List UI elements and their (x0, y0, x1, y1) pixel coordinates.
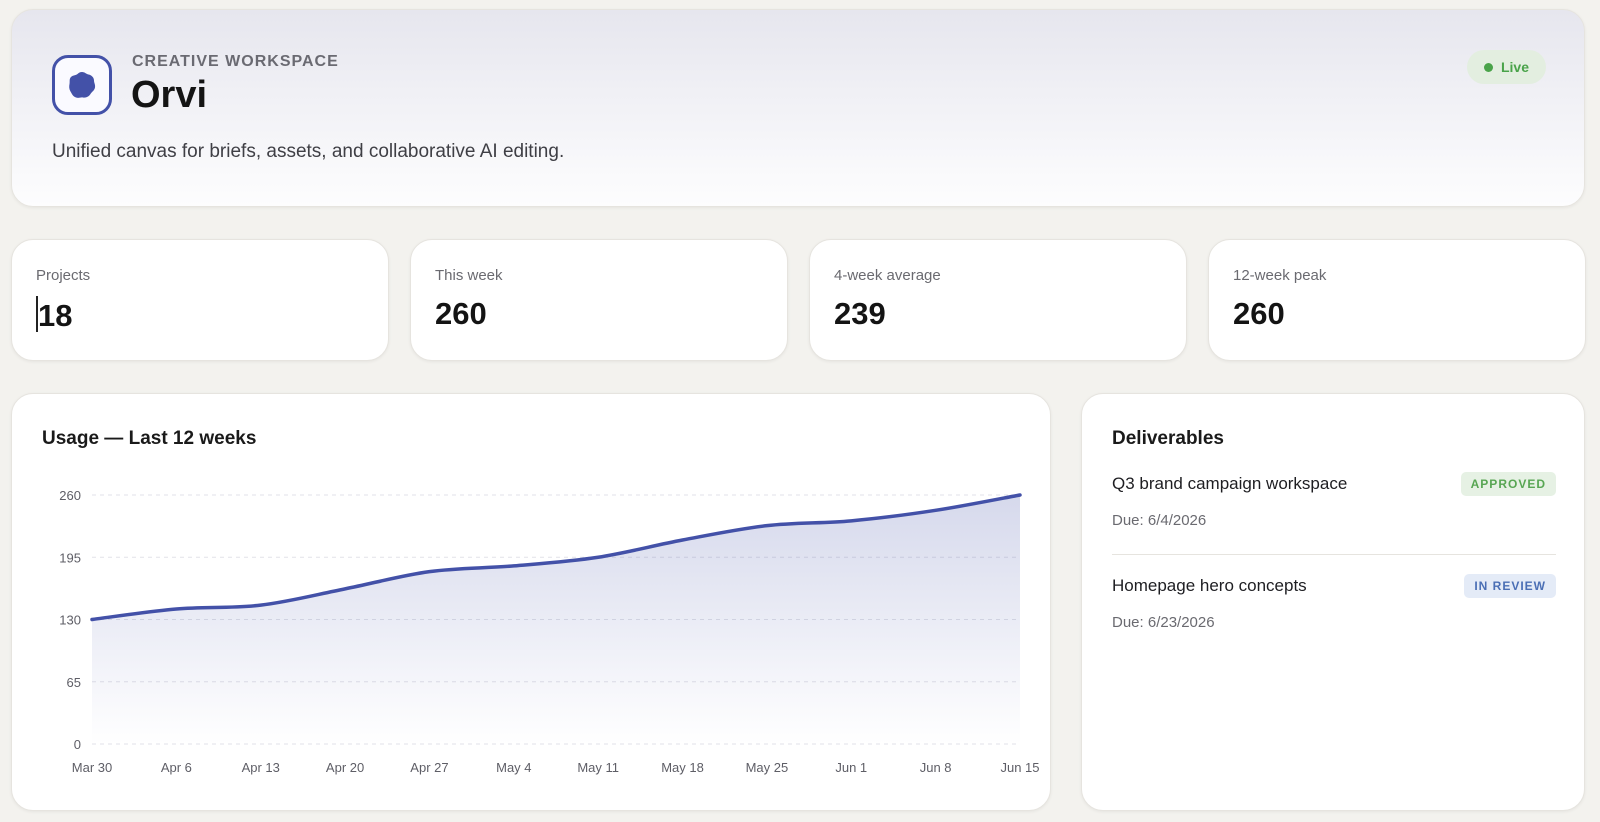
x-tick-label: Mar 30 (72, 760, 112, 775)
y-tick-label: 0 (74, 737, 81, 752)
deliverables-title: Deliverables (1112, 428, 1224, 449)
x-tick-label: May 18 (661, 760, 704, 775)
divider (1112, 554, 1556, 555)
x-tick-label: Apr 6 (161, 760, 192, 775)
data-point (934, 508, 938, 512)
data-point (343, 587, 347, 591)
stat-card-projects: Projects 18 (11, 239, 389, 361)
stat-label: 12-week peak (1233, 267, 1327, 284)
data-point (849, 519, 853, 523)
status-badge-approved: APPROVED (1460, 472, 1556, 496)
y-tick-label: 260 (59, 488, 81, 503)
blob-icon (69, 72, 96, 98)
y-tick-label: 65 (67, 675, 81, 690)
workspace-eyebrow: CREATIVE WORKSPACE (132, 53, 339, 70)
usage-chart-card: Usage — Last 12 weeks 0 65 130 195 260 Mar 3… (11, 393, 1051, 811)
stat-label: This week (435, 267, 503, 284)
x-tick-label: Apr 13 (242, 760, 280, 775)
stat-label: 4-week average (834, 267, 941, 284)
page-title: Orvi (131, 74, 208, 116)
status-badge: Live (1467, 50, 1546, 84)
x-tick-label: May 11 (577, 760, 619, 775)
data-point (765, 524, 769, 528)
x-tick-label: Jun 15 (1000, 760, 1039, 775)
data-point (427, 570, 431, 574)
data-point (174, 607, 178, 611)
deliverable-due-date: Due: 6/4/2026 (1112, 512, 1207, 529)
y-tick-label: 195 (59, 550, 81, 565)
deliverable-due-date: Due: 6/23/2026 (1112, 614, 1215, 631)
x-tick-label: May 4 (496, 760, 531, 775)
status-badge-in-review: IN REVIEW (1464, 574, 1556, 598)
stat-card-4-week-average: 4-week average 239 (809, 239, 1187, 361)
data-point (1018, 493, 1022, 497)
workspace-header: CREATIVE WORKSPACE Orvi Unified canvas f… (11, 9, 1585, 207)
stat-value-text: 18 (38, 298, 73, 333)
usage-chart: 0 65 130 195 260 Mar 30 Apr 6 Apr 13 Apr 20 Apr … (59, 488, 1039, 775)
deliverables-card: Deliverables Q3 brand campaign workspace… (1081, 393, 1585, 811)
text-cursor (36, 296, 38, 332)
x-tick-label: May 25 (746, 760, 789, 775)
status-label: Live (1500, 59, 1529, 75)
data-point (512, 564, 516, 568)
status-dot-icon (1483, 62, 1493, 72)
x-tick-label: Jun 1 (835, 760, 867, 775)
data-point (90, 618, 94, 622)
chart-title: Usage — Last 12 weeks (42, 428, 257, 449)
series-line (90, 493, 1022, 622)
workspace-logo (52, 55, 112, 115)
y-tick-label: 130 (59, 613, 81, 628)
x-tick-label: Apr 20 (326, 760, 364, 775)
x-tick-label: Apr 27 (410, 760, 448, 775)
workspace-tagline: Unified canvas for briefs, assets, and c… (52, 141, 565, 162)
stat-card-12-week-peak: 12-week peak 260 (1208, 239, 1586, 361)
stat-value: 18 (36, 296, 72, 334)
stat-value: 239 (834, 296, 886, 331)
deliverable-name: Q3 brand campaign workspace (1112, 474, 1348, 493)
data-point (596, 555, 600, 559)
series-area (92, 495, 1020, 744)
stat-value: 260 (435, 296, 487, 331)
data-point (681, 538, 685, 542)
stat-label: Projects (36, 267, 91, 284)
stat-value: 260 (1233, 296, 1285, 331)
x-tick-label: Jun 8 (920, 760, 952, 775)
data-point (259, 603, 263, 607)
stat-card-this-week: This week 260 (410, 239, 788, 361)
deliverable-name: Homepage hero concepts (1112, 576, 1307, 595)
